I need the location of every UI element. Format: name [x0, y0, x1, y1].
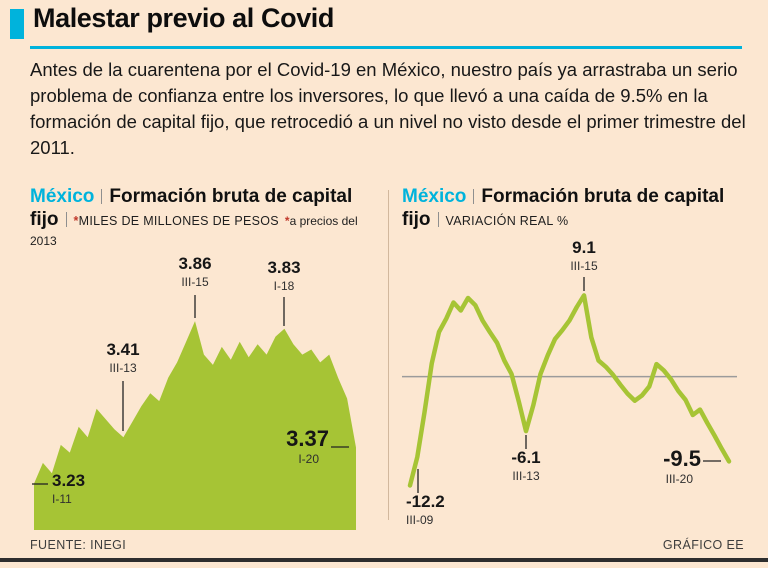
heading-divider — [65, 212, 67, 228]
panel-divider — [388, 190, 389, 520]
footnote-asterisk: * — [73, 214, 79, 229]
annotation-value: -9.5 — [663, 446, 701, 471]
annotation-period: I-11 — [52, 491, 72, 506]
annotation-latest: 3.37 I-20 — [243, 427, 329, 466]
footer-credit: GRÁFICO EE — [662, 538, 744, 552]
unit-label: VARIACIÓN REAL % — [445, 214, 569, 229]
annotation-value: 3.23 — [52, 471, 86, 490]
annotation-period: III-15 — [570, 258, 598, 273]
intro-paragraph: Antes de la cuarentena por el Covid-19 e… — [30, 59, 746, 158]
variation-chart-plot — [402, 265, 737, 515]
region-label: México — [30, 186, 95, 207]
annotation-period: I-20 — [298, 452, 319, 467]
region-label: México — [402, 186, 467, 207]
annotation-value: -12.2 — [406, 492, 445, 511]
annotation-period: III-09 — [406, 512, 434, 527]
variation-chart-heading: México Formación bruta de capital fijo VAR… — [402, 185, 744, 231]
chart-title: Formación bruta de capital fijo — [30, 186, 353, 231]
annotation-dip-2013: -6.1 III-13 — [491, 449, 561, 483]
annotation-value: -6.1 — [511, 448, 541, 467]
level-chart-plot — [30, 285, 360, 530]
annotation-latest: -9.5 III-20 — [615, 447, 701, 486]
heading-divider — [473, 189, 475, 204]
footnote: *a precios del 2013 — [30, 214, 358, 248]
heading-divider — [101, 189, 103, 204]
footnote-text: a precios del 2013 — [30, 214, 358, 249]
annotation-period: III-20 — [665, 472, 693, 487]
annotation-value: 3.41 — [106, 340, 140, 359]
annotation-value: 3.83 — [267, 258, 301, 277]
series-path — [34, 321, 356, 530]
annotation-period: III-13 — [109, 360, 137, 375]
bottom-rule — [0, 558, 768, 562]
annotation-peak-2018: 3.83 I-18 — [249, 259, 319, 293]
footnote-asterisk: * — [284, 214, 290, 229]
annotation-period: III-15 — [181, 274, 209, 289]
title-underline — [30, 46, 742, 49]
annotation-dip-2013: 3.41 III-13 — [88, 341, 158, 375]
annotation-period: I-18 — [273, 278, 295, 293]
annotation-value: 9.1 — [572, 238, 596, 257]
annotation-value: 3.37 — [286, 426, 329, 451]
annotation-value: 3.86 — [178, 254, 212, 273]
page-title: Malestar previo al Covid — [33, 3, 335, 33]
capital-formation-variation-chart: México Formación bruta de capital fijo VAR… — [402, 185, 744, 535]
unit-label: *MILES DE MILLONES DE PESOS — [74, 214, 279, 228]
annotation-start: 3.23 I-11 — [52, 472, 112, 506]
level-chart-heading: México Formación bruta de capital fijo *MI… — [30, 185, 378, 251]
annotation-period: III-13 — [512, 468, 540, 483]
capital-formation-level-chart: México Formación bruta de capital fijo *MI… — [30, 185, 378, 535]
annotation-start: -12.2 III-09 — [406, 493, 478, 527]
variation-chart-svg — [402, 277, 737, 493]
annotation-peak-2015: 3.86 III-15 — [160, 255, 230, 289]
level-chart-svg — [32, 295, 356, 530]
series-path — [407, 293, 732, 488]
unit-text: MILES DE MILLONES DE PESOS — [78, 214, 279, 229]
chart-title: Formación bruta de capital fijo — [402, 186, 725, 231]
footer-source: FUENTE: INEGI — [30, 538, 127, 552]
heading-divider — [437, 212, 439, 228]
annotation-peak-2015: 9.1 III-15 — [549, 239, 619, 273]
title-accent-square — [10, 9, 24, 39]
